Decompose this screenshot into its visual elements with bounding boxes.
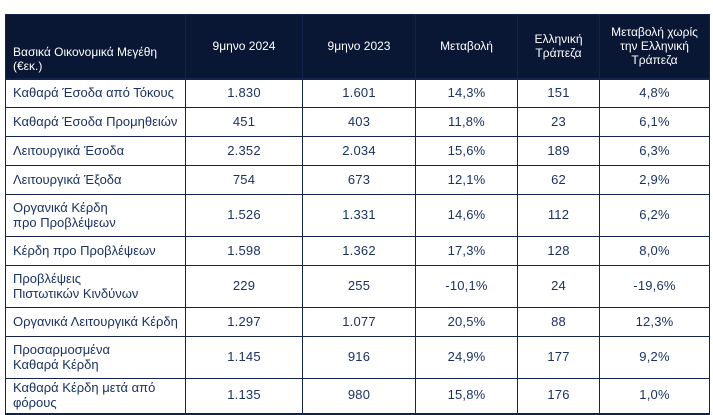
table-row: Καθαρά Έσοδα Προμηθειών 451 403 11,8% 23… bbox=[5, 107, 710, 137]
table-row: Οργανικά Κέρδη προ Προβλέψεων 1.526 1.33… bbox=[5, 194, 710, 237]
metric-label: Κέρδη προ Προβλέψεων bbox=[5, 236, 186, 266]
metric-label: Προσαρμοσμένα Καθαρά Κέρδη bbox=[5, 336, 186, 379]
value-change-excl: 1,0% bbox=[599, 377, 710, 415]
table-row: Προσαρμοσμένα Καθαρά Κέρδη 1.145 916 24,… bbox=[5, 336, 710, 379]
header-metric: Βασικά Οικονομικά Μεγέθη (€εκ.) bbox=[5, 14, 186, 80]
metric-label: Καθαρά Έσοδα από Τόκους bbox=[5, 78, 186, 108]
metric-label: Προβλέψεις Πιστωτικών Κινδύνων bbox=[5, 265, 186, 308]
metric-label: Οργανικά Λειτουργικά Κέρδη bbox=[5, 307, 186, 337]
value-change-excl: 2,9% bbox=[599, 165, 710, 195]
value-2024: 754 bbox=[185, 165, 303, 195]
value-change: 12,1% bbox=[415, 165, 518, 195]
value-2024: 1.135 bbox=[185, 377, 303, 415]
table-row: Λειτουργικά Έσοδα 2.352 2.034 15,6% 189 … bbox=[5, 136, 710, 166]
value-2023: 673 bbox=[302, 165, 416, 195]
metric-label: Καθαρά Κέρδη μετά από φόρους bbox=[5, 377, 186, 415]
metric-label: Λειτουργικά Έσοδα bbox=[5, 136, 186, 166]
value-change-excl: 6,2% bbox=[599, 194, 710, 237]
table-row: Προβλέψεις Πιστωτικών Κινδύνων 229 255 -… bbox=[5, 265, 710, 308]
value-2023: 1.601 bbox=[302, 78, 416, 108]
value-2023: 1.331 bbox=[302, 194, 416, 237]
value-2024: 1.297 bbox=[185, 307, 303, 337]
financial-results-table: Βασικά Οικονομικά Μεγέθη (€εκ.) 9μηνο 20… bbox=[5, 14, 710, 415]
value-2023: 980 bbox=[302, 377, 416, 415]
value-hellenic: 112 bbox=[517, 194, 600, 237]
value-2024: 1.526 bbox=[185, 194, 303, 237]
value-2024: 2.352 bbox=[185, 136, 303, 166]
value-change: 20,5% bbox=[415, 307, 518, 337]
table-header: Βασικά Οικονομικά Μεγέθη (€εκ.) 9μηνο 20… bbox=[5, 14, 710, 80]
value-2024: 451 bbox=[185, 107, 303, 137]
value-hellenic: 23 bbox=[517, 107, 600, 137]
value-2023: 2.034 bbox=[302, 136, 416, 166]
metric-label: Οργανικά Κέρδη προ Προβλέψεων bbox=[5, 194, 186, 237]
table-row: Καθαρά Κέρδη μετά από φόρους 1.135 980 1… bbox=[5, 377, 710, 415]
value-change: 14,6% bbox=[415, 194, 518, 237]
value-change-excl: 8,0% bbox=[599, 236, 710, 266]
value-2023: 403 bbox=[302, 107, 416, 137]
value-change-excl: 6,3% bbox=[599, 136, 710, 166]
header-change-excl: Μεταβολή χωρίς την Ελληνική Τράπεζα bbox=[599, 14, 710, 80]
value-2024: 1.145 bbox=[185, 336, 303, 379]
value-change-excl: 6,1% bbox=[599, 107, 710, 137]
value-2023: 255 bbox=[302, 265, 416, 308]
value-2024: 1.830 bbox=[185, 78, 303, 108]
value-change-excl: -19,6% bbox=[599, 265, 710, 308]
header-period-2023: 9μηνο 2023 bbox=[302, 14, 416, 80]
value-hellenic: 62 bbox=[517, 165, 600, 195]
value-change: 15,6% bbox=[415, 136, 518, 166]
value-change: 17,3% bbox=[415, 236, 518, 266]
value-hellenic: 128 bbox=[517, 236, 600, 266]
table-body: Καθαρά Έσοδα από Τόκους 1.830 1.601 14,3… bbox=[5, 78, 710, 415]
value-hellenic: 24 bbox=[517, 265, 600, 308]
table-row: Οργανικά Λειτουργικά Κέρδη 1.297 1.077 2… bbox=[5, 307, 710, 337]
table-row: Κέρδη προ Προβλέψεων 1.598 1.362 17,3% 1… bbox=[5, 236, 710, 266]
value-2024: 229 bbox=[185, 265, 303, 308]
value-2023: 1.077 bbox=[302, 307, 416, 337]
value-2023: 916 bbox=[302, 336, 416, 379]
value-hellenic: 176 bbox=[517, 377, 600, 415]
table-row: Καθαρά Έσοδα από Τόκους 1.830 1.601 14,3… bbox=[5, 78, 710, 108]
value-change: 14,3% bbox=[415, 78, 518, 108]
value-change-excl: 4,8% bbox=[599, 78, 710, 108]
value-change: -10,1% bbox=[415, 265, 518, 308]
value-2024: 1.598 bbox=[185, 236, 303, 266]
value-change: 11,8% bbox=[415, 107, 518, 137]
value-change: 24,9% bbox=[415, 336, 518, 379]
metric-label: Λειτουργικά Έξοδα bbox=[5, 165, 186, 195]
value-change-excl: 12,3% bbox=[599, 307, 710, 337]
header-hellenic-bank: Ελληνική Τράπεζα bbox=[517, 14, 600, 80]
value-change-excl: 9,2% bbox=[599, 336, 710, 379]
metric-label: Καθαρά Έσοδα Προμηθειών bbox=[5, 107, 186, 137]
value-2023: 1.362 bbox=[302, 236, 416, 266]
value-change: 15,8% bbox=[415, 377, 518, 415]
value-hellenic: 189 bbox=[517, 136, 600, 166]
header-row: Βασικά Οικονομικά Μεγέθη (€εκ.) 9μηνο 20… bbox=[5, 14, 710, 80]
value-hellenic: 177 bbox=[517, 336, 600, 379]
value-hellenic: 88 bbox=[517, 307, 600, 337]
header-period-2024: 9μηνο 2024 bbox=[185, 14, 303, 80]
financial-results-table-wrap: Βασικά Οικονομικά Μεγέθη (€εκ.) 9μηνο 20… bbox=[5, 14, 710, 415]
header-change: Μεταβολή bbox=[415, 14, 518, 80]
table-row: Λειτουργικά Έξοδα 754 673 12,1% 62 2,9% bbox=[5, 165, 710, 195]
value-hellenic: 151 bbox=[517, 78, 600, 108]
